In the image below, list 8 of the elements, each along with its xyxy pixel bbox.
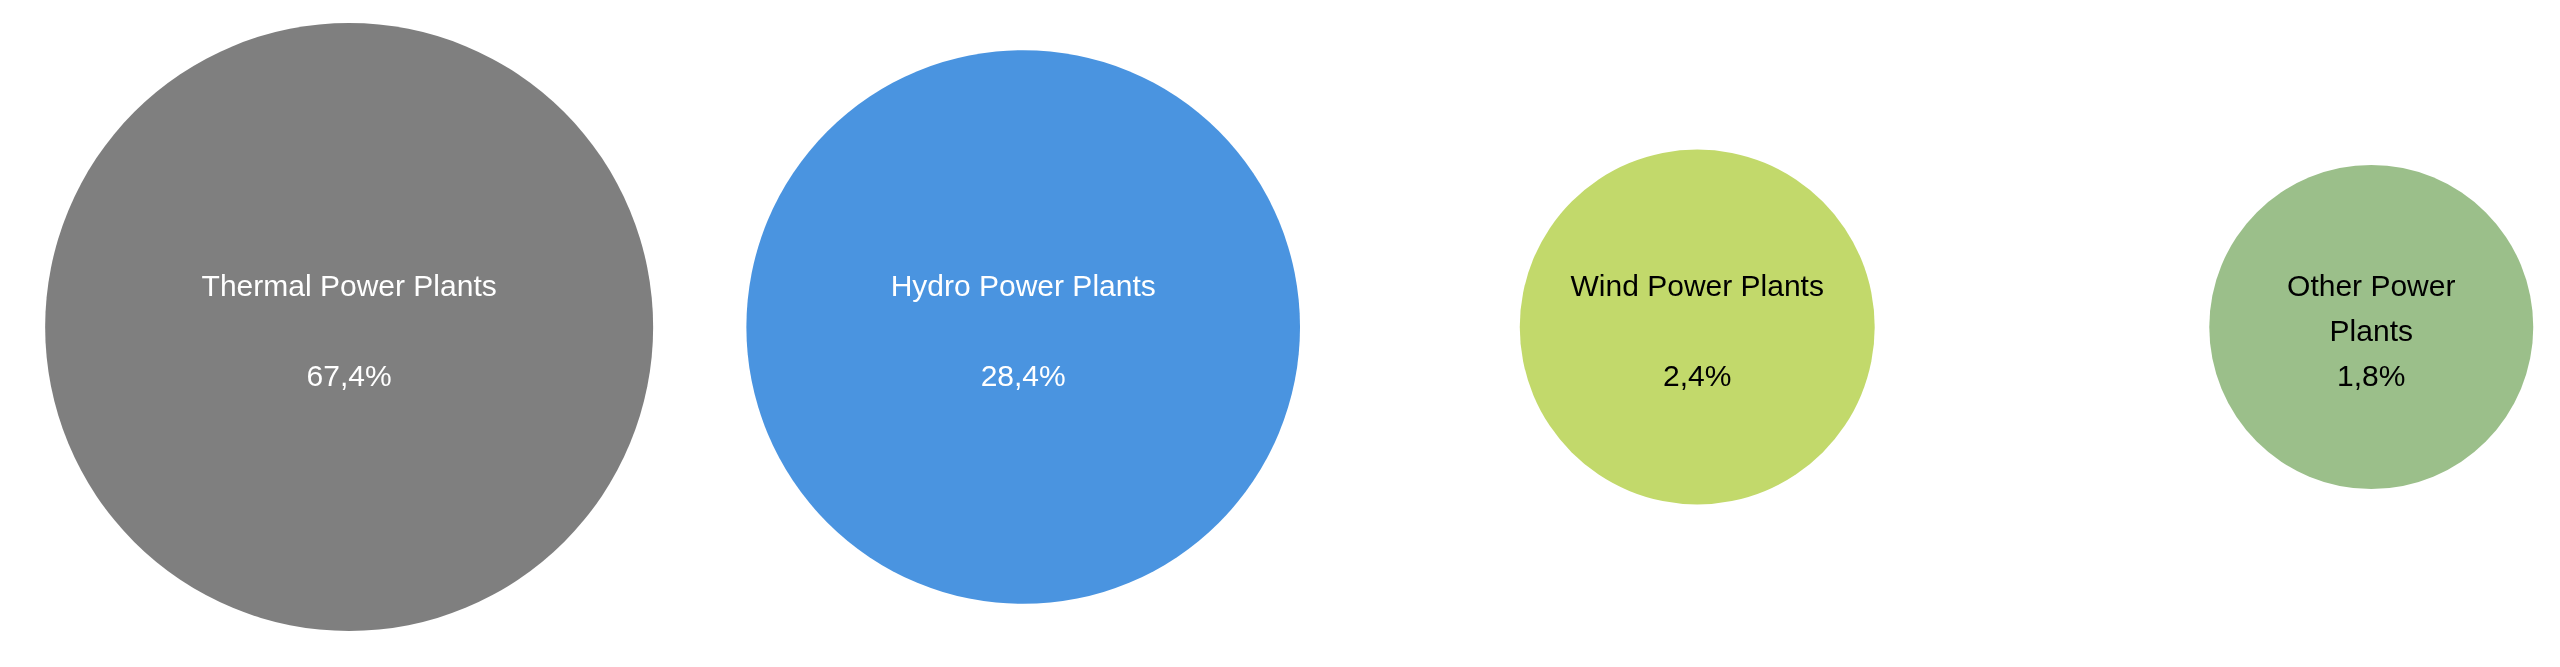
category-label: Other Power Plants (2287, 269, 2456, 347)
data-label: 28,4% (980, 359, 1066, 392)
data-label: 2,4% (1663, 359, 1732, 392)
category-label: Thermal Power Plants (201, 269, 497, 302)
data-label: 1,8% (2337, 359, 2406, 392)
category-label: Wind Power Plants (1570, 269, 1824, 302)
data-label: 67,4% (306, 359, 392, 392)
category-label: Hydro Power Plants (890, 269, 1156, 302)
